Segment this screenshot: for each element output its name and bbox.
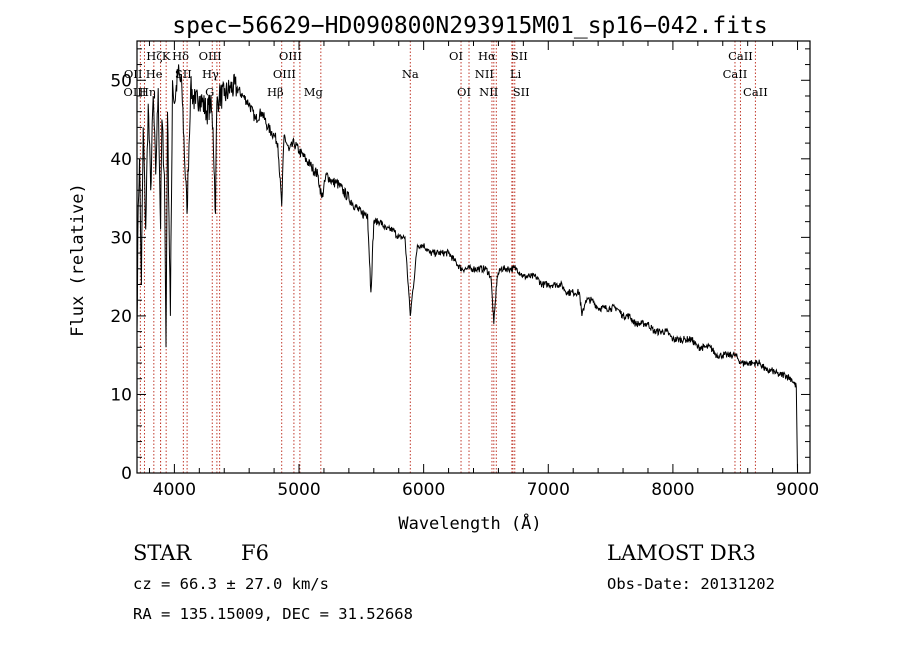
x-axis-label: Wavelength (Å) bbox=[398, 512, 541, 534]
object-type: STAR bbox=[133, 541, 192, 565]
line-label-11: OIII bbox=[279, 49, 302, 63]
x-tick-label-3: 7000 bbox=[527, 480, 570, 500]
x-tick-label-2: 6000 bbox=[402, 480, 445, 500]
line-label-0: Hζ bbox=[146, 49, 162, 63]
line-label-1: OII bbox=[124, 67, 143, 81]
y-tick-label-3: 30 bbox=[110, 228, 132, 248]
line-label-21: SII bbox=[511, 49, 528, 63]
line-label-25: CaII bbox=[723, 67, 748, 81]
x-tick-label-0: 4000 bbox=[153, 480, 196, 500]
line-label-5: Hη bbox=[139, 85, 156, 99]
emission-line-markers bbox=[139, 41, 756, 473]
y-tick-label-0: 0 bbox=[121, 464, 132, 484]
line-label-10: G bbox=[205, 85, 214, 99]
spectrum-line bbox=[136, 64, 798, 474]
line-label-6: Hδ bbox=[172, 49, 189, 63]
line-label-13: Hβ bbox=[267, 85, 284, 99]
spectrum-series bbox=[136, 64, 798, 474]
line-label-8: OIII bbox=[199, 49, 222, 63]
line-label-3: K bbox=[162, 49, 171, 63]
line-label-12: OIII bbox=[273, 67, 296, 81]
chart-title: spec−56629−HD090800N293915M01_sp16−042.f… bbox=[172, 13, 767, 39]
line-label-24: CaII bbox=[728, 49, 753, 63]
line-label-19: NII bbox=[475, 67, 494, 81]
plot-frame bbox=[136, 40, 811, 474]
observation-date: Obs-Date: 20131202 bbox=[607, 575, 775, 593]
y-tick-label-1: 10 bbox=[110, 385, 132, 405]
spectral-subclass: F6 bbox=[241, 541, 269, 565]
x-tick-label-1: 5000 bbox=[277, 480, 320, 500]
redshift-velocity: cz = 66.3 ± 27.0 km/s bbox=[133, 575, 329, 593]
line-label-4: He bbox=[146, 67, 163, 81]
y-tick-label-2: 20 bbox=[110, 307, 132, 327]
y-tick-label-4: 40 bbox=[110, 150, 132, 170]
line-label-18: Hα bbox=[478, 49, 496, 63]
y-axis-label: Flux (relative) bbox=[68, 183, 88, 337]
line-label-22: Li bbox=[510, 67, 522, 81]
line-label-16: OI bbox=[449, 49, 463, 63]
line-label-9: Hγ bbox=[202, 67, 219, 81]
survey-name: LAMOST DR3 bbox=[607, 541, 756, 565]
sky-coordinates: RA = 135.15009, DEC = 31.52668 bbox=[133, 605, 413, 623]
line-label-14: Mg bbox=[304, 85, 324, 99]
line-label-23: SII bbox=[513, 85, 530, 99]
line-label-17: OI bbox=[457, 85, 471, 99]
y-axis-ticks: 0 10 20 30 40 50 bbox=[110, 48, 810, 484]
line-label-20: NII bbox=[479, 85, 498, 99]
line-label-15: Na bbox=[402, 67, 419, 81]
line-label-26: CaII bbox=[743, 85, 768, 99]
y-tick-label-5: 50 bbox=[110, 71, 132, 91]
x-axis-ticks: 4000 5000 6000 7000 8000 9000 bbox=[148, 41, 819, 500]
x-tick-label-4: 8000 bbox=[651, 480, 694, 500]
x-tick-label-5: 9000 bbox=[776, 480, 819, 500]
